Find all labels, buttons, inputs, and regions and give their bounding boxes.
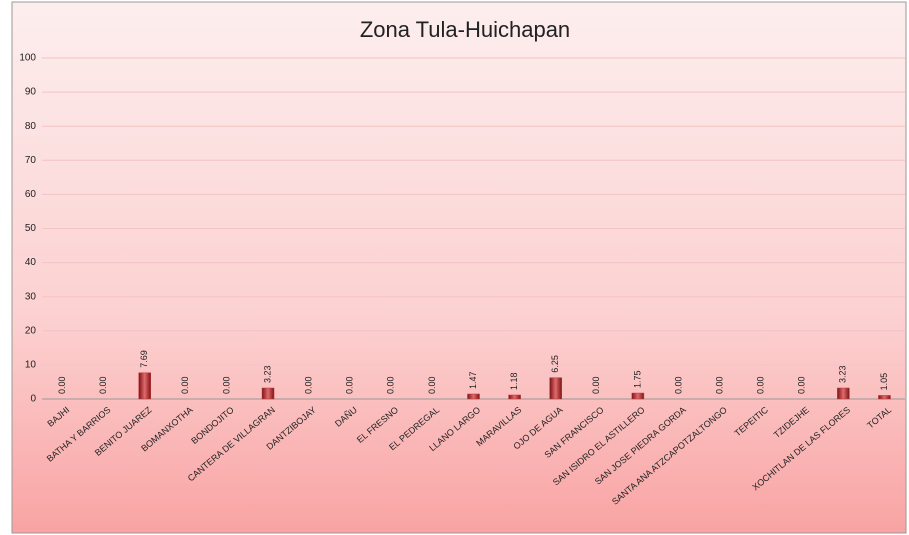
value-label: 0.00 xyxy=(714,376,724,394)
value-label: 0.00 xyxy=(98,376,108,394)
value-label: 6.25 xyxy=(550,355,560,373)
chart-title: Zona Tula-Huichapan xyxy=(360,17,570,42)
bar xyxy=(261,387,275,400)
value-label: 0.00 xyxy=(345,376,355,394)
y-tick-label: 30 xyxy=(25,291,37,302)
y-tick-label: 80 xyxy=(25,121,37,132)
bar xyxy=(837,387,850,400)
bar xyxy=(631,392,645,400)
bar xyxy=(878,395,891,400)
y-tick-label: 50 xyxy=(25,223,37,234)
bar xyxy=(508,394,521,400)
y-tick-label: 100 xyxy=(19,53,36,64)
value-label: 0.00 xyxy=(427,376,437,394)
value-label: 7.69 xyxy=(139,350,149,368)
value-label: 1.18 xyxy=(509,372,519,390)
y-tick-label: 40 xyxy=(25,257,37,268)
value-label: 3.23 xyxy=(838,365,848,383)
value-label: 0.00 xyxy=(797,376,807,394)
chart-background xyxy=(11,1,907,534)
value-label: 0.00 xyxy=(303,376,313,394)
bar xyxy=(138,372,151,400)
value-label: 1.47 xyxy=(468,371,478,389)
bar xyxy=(549,377,562,400)
y-tick-label: 0 xyxy=(30,394,36,405)
value-label: 0.00 xyxy=(57,376,67,394)
value-label: 0.00 xyxy=(221,376,231,394)
value-label: 0.00 xyxy=(673,376,683,394)
value-label: 3.23 xyxy=(262,365,272,383)
bar xyxy=(467,393,480,400)
y-tick-label: 90 xyxy=(25,87,37,98)
y-tick-label: 60 xyxy=(25,189,37,200)
y-tick-label: 10 xyxy=(25,360,37,371)
value-label: 0.00 xyxy=(180,376,190,394)
value-label: 0.00 xyxy=(756,376,766,394)
value-label: 1.75 xyxy=(632,371,642,389)
value-label: 1.05 xyxy=(879,373,889,391)
y-tick-label: 70 xyxy=(25,155,37,166)
value-label: 0.00 xyxy=(591,376,601,394)
value-label: 0.00 xyxy=(386,376,396,394)
y-tick-label: 20 xyxy=(25,325,37,336)
